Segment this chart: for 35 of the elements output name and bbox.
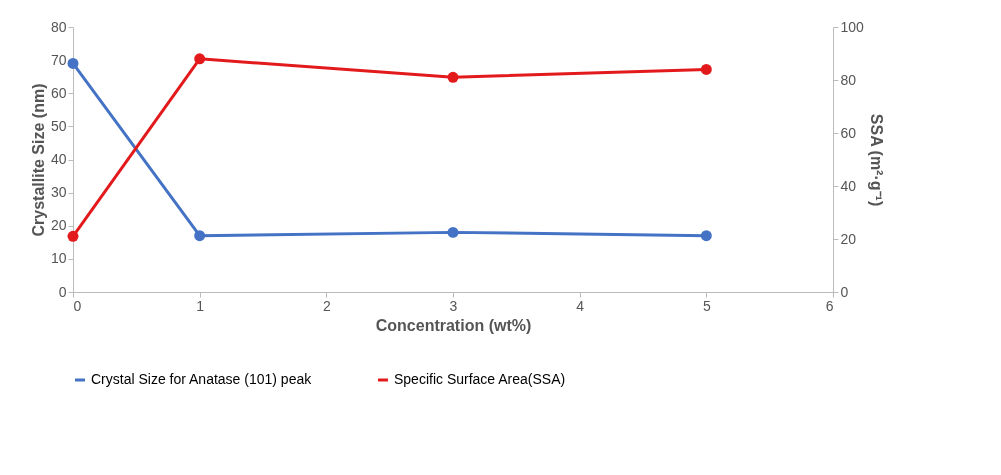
y-tick-label: 70 — [50, 51, 67, 68]
y2-tick-label: 100 — [840, 18, 865, 35]
x-tick-label: 1 — [196, 297, 205, 314]
y-axis-title: Crystallite Size (nm) — [29, 83, 47, 237]
y2-tick-label: 40 — [840, 177, 857, 194]
point — [447, 226, 459, 238]
legend-label: Specific Surface Area(SSA) — [394, 371, 566, 387]
y2-tick-label: 0 — [840, 283, 849, 300]
x-tick-label: 2 — [322, 297, 331, 314]
y-tick-label: 20 — [50, 217, 67, 234]
y-tick-label: 80 — [50, 18, 67, 35]
x-tick-label: 4 — [576, 297, 585, 314]
y-tick-label: 30 — [50, 184, 67, 201]
x-axis-title: Concentration (wt%) — [375, 316, 532, 334]
y-tick-label: 40 — [50, 151, 67, 167]
x-tick-label: 6 — [825, 297, 834, 314]
x-tick-label: 0 — [73, 297, 82, 314]
y-tick-label: 0 — [58, 283, 67, 300]
y2-tick-label: 80 — [840, 71, 857, 88]
y-tick-label: 50 — [50, 117, 67, 134]
y-tick-label: 60 — [50, 84, 67, 101]
x-tick-label: 5 — [702, 297, 711, 314]
legend-label: Crystal Size for Anatase (101) peak — [91, 371, 313, 387]
y-tick-label: 10 — [50, 250, 67, 267]
point — [194, 230, 206, 242]
point — [194, 53, 206, 65]
y2-axis-title: SSA (m²·g⁻¹) — [867, 113, 885, 207]
point — [67, 230, 79, 242]
x-tick-label: 3 — [449, 297, 458, 314]
point — [700, 230, 712, 242]
y2-tick-label: 60 — [840, 124, 857, 141]
y2-tick-label: 20 — [840, 230, 857, 247]
point — [447, 71, 459, 83]
point — [67, 57, 79, 69]
point — [700, 63, 712, 75]
